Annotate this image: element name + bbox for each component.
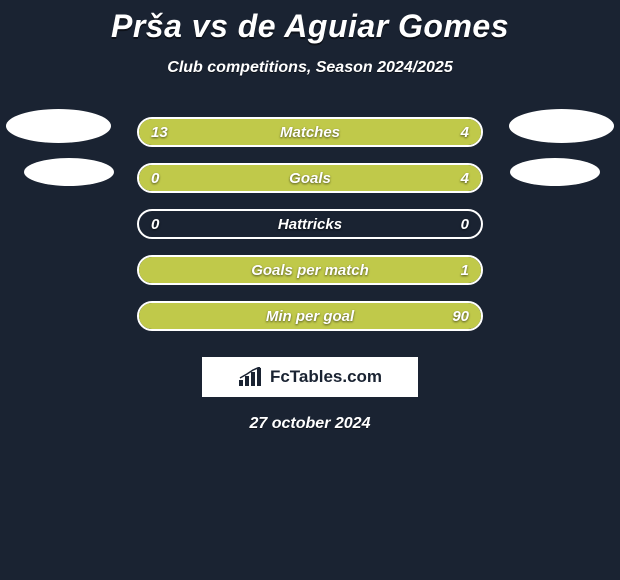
stat-bar: 04Goals: [137, 163, 483, 193]
date-text: 27 october 2024: [0, 415, 620, 433]
player-logo-left: [6, 109, 111, 143]
comparison-rows: 134Matches 04Goals 00Hattricks 1Goals per m…: [0, 109, 620, 339]
chart-icon: [238, 367, 264, 387]
stat-label: Min per goal: [139, 303, 481, 329]
brand-box: FcTables.com: [202, 357, 418, 397]
stat-bar: 134Matches: [137, 117, 483, 147]
stat-label: Matches: [139, 119, 481, 145]
player-logo-left: [24, 158, 114, 186]
player-logo-right: [510, 158, 600, 186]
stat-label: Goals: [139, 165, 481, 191]
stat-bar: 00Hattricks: [137, 209, 483, 239]
stat-row: 134Matches: [0, 109, 620, 155]
stat-bar: 90Min per goal: [137, 301, 483, 331]
player-logo-right: [509, 109, 614, 143]
stat-bar: 1Goals per match: [137, 255, 483, 285]
stat-row: 90Min per goal: [0, 293, 620, 339]
stat-row: 00Hattricks: [0, 201, 620, 247]
subtitle: Club competitions, Season 2024/2025: [0, 59, 620, 77]
stat-label: Goals per match: [139, 257, 481, 283]
brand-text: FcTables.com: [270, 367, 382, 387]
stat-label: Hattricks: [139, 211, 481, 237]
stat-row: 04Goals: [0, 155, 620, 201]
stat-row: 1Goals per match: [0, 247, 620, 293]
page-title: Prša vs de Aguiar Gomes: [0, 0, 620, 45]
